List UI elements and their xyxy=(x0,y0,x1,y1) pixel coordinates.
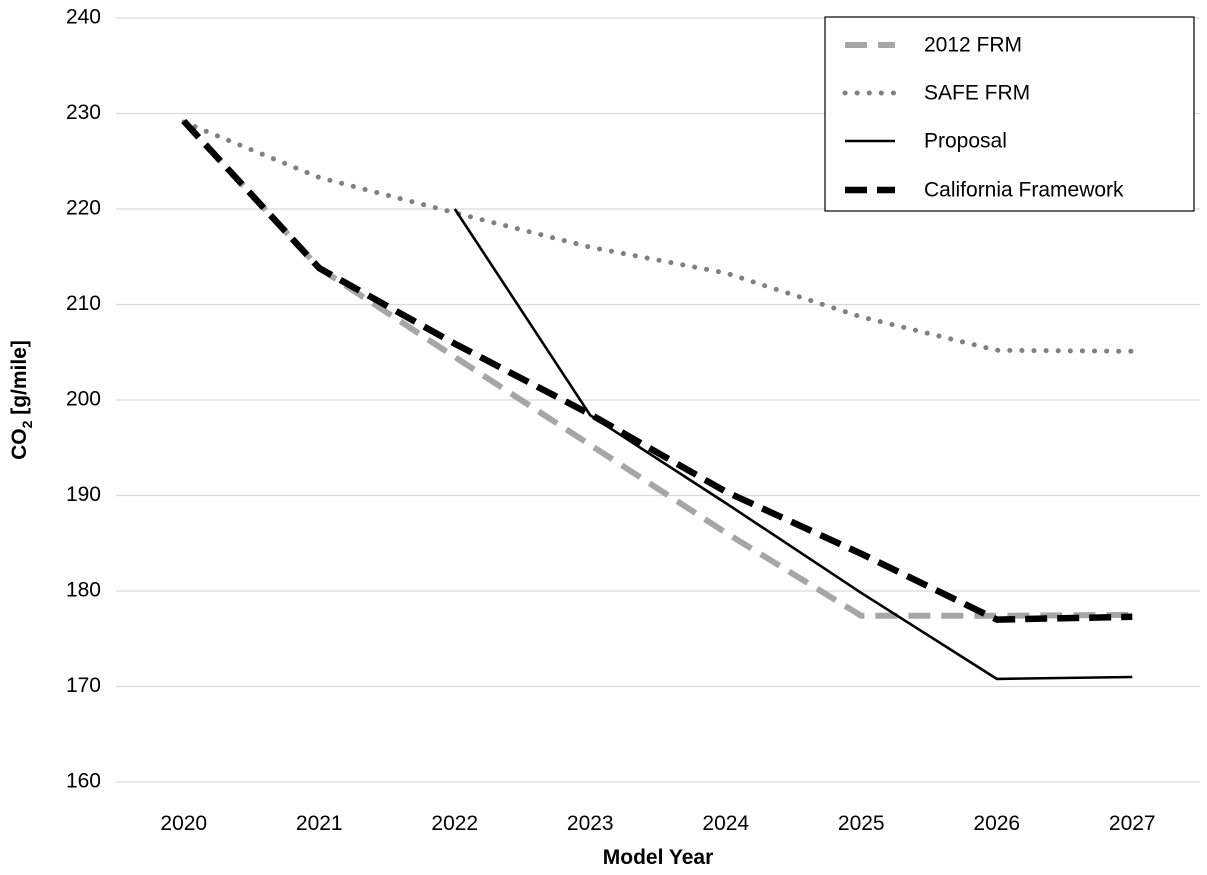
y-tick-label: 170 xyxy=(66,674,101,697)
x-tick-label: 2024 xyxy=(702,812,749,835)
x-tick-label: 2020 xyxy=(160,812,207,835)
y-tick-label: 180 xyxy=(66,579,101,602)
y-tick-label: 210 xyxy=(66,292,101,315)
y-axis-title: CO2 [g/mile] xyxy=(8,340,35,460)
x-tick-label: 2023 xyxy=(567,812,614,835)
legend-label: Proposal xyxy=(924,130,1007,153)
y-axis-ticks: 160 170 180 190 200 210 220 230 240 xyxy=(66,6,101,793)
series-line-safe-frm xyxy=(181,119,1135,354)
series-line-proposal xyxy=(453,208,1133,681)
series-layer xyxy=(181,118,1135,681)
series-line-2012-frm xyxy=(181,119,1133,619)
legend-label: SAFE FRM xyxy=(924,82,1030,105)
x-axis-title: Model Year xyxy=(603,846,714,869)
y-tick-label: 220 xyxy=(66,197,101,220)
y-axis-title-subscript: 2 xyxy=(19,420,35,428)
y-tick-label: 230 xyxy=(66,101,101,124)
y-axis-title-base: CO xyxy=(8,428,31,460)
x-tick-label: 2026 xyxy=(973,812,1020,835)
x-tick-label: 2021 xyxy=(296,812,343,835)
gridlines xyxy=(116,17,1200,783)
y-tick-label: 240 xyxy=(66,6,101,29)
y-tick-label: 200 xyxy=(66,388,101,411)
x-tick-label: 2022 xyxy=(431,812,478,835)
series-line-california-framework xyxy=(181,118,1133,623)
legend: 2012 FRM SAFE FRM Proposal California Frame… xyxy=(824,16,1195,212)
y-tick-label: 160 xyxy=(66,770,101,793)
legend-label: California Framework xyxy=(924,179,1124,202)
x-axis-ticks: 2020 2021 2022 2023 2024 2025 2026 2027 xyxy=(160,812,1155,835)
legend-box xyxy=(824,16,1195,212)
y-axis-title-unit: [g/mile] xyxy=(8,340,31,421)
legend-label: 2012 FRM xyxy=(924,34,1022,57)
x-tick-label: 2025 xyxy=(838,812,885,835)
y-tick-label: 190 xyxy=(66,483,101,506)
x-tick-label: 2027 xyxy=(1109,812,1156,835)
